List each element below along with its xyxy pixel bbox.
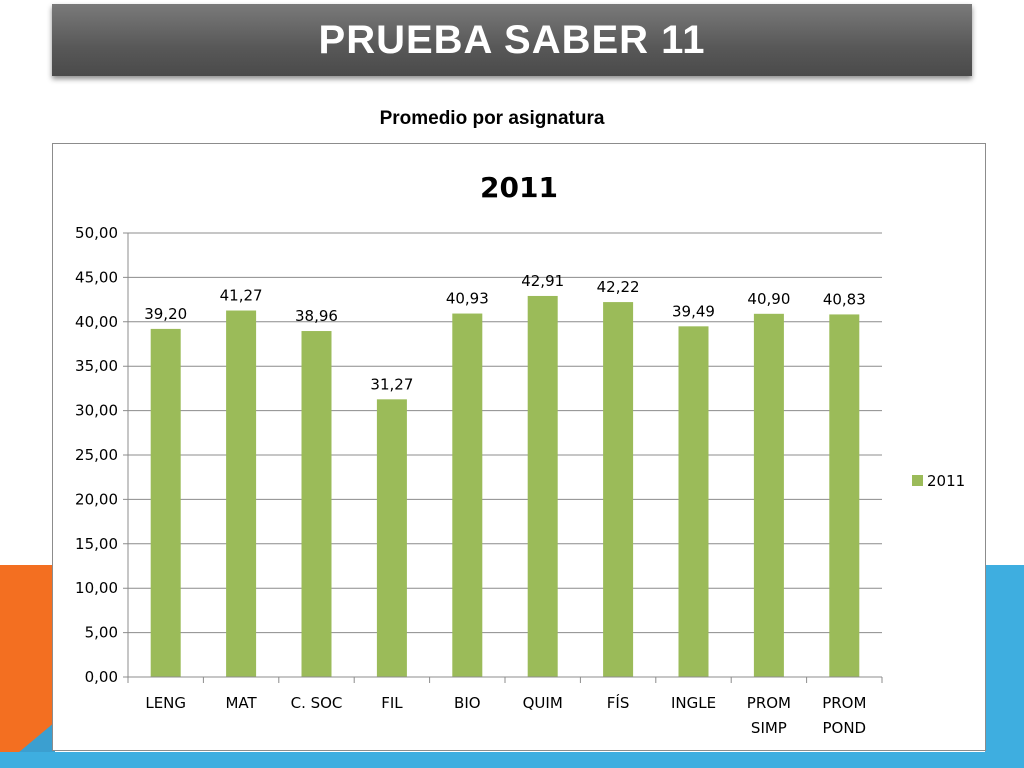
slide-title-bar: PRUEBA SABER 11 <box>52 4 972 76</box>
legend-swatch <box>912 475 923 486</box>
slide-subtitle: Promedio por asignatura <box>379 108 605 129</box>
data-label: 40,93 <box>446 290 489 308</box>
blue-right-decoration <box>985 565 1024 768</box>
y-tick-label: 15,00 <box>75 535 118 553</box>
y-tick-label: 30,00 <box>75 402 118 420</box>
x-tick-label: INGLE <box>671 694 716 712</box>
data-label: 39,49 <box>672 302 715 320</box>
bar <box>753 313 784 677</box>
x-tick-label: FIL <box>381 694 403 712</box>
y-tick-label: 10,00 <box>75 579 118 597</box>
data-label: 42,91 <box>521 272 564 290</box>
slide-title: PRUEBA SABER 11 <box>318 17 706 62</box>
x-tick-label: PROM <box>747 694 791 712</box>
data-label: 42,22 <box>597 278 640 296</box>
chart-title: 2011 <box>480 171 558 204</box>
data-label: 31,27 <box>370 375 413 393</box>
legend-label: 2011 <box>927 472 965 490</box>
legend: 2011 <box>912 472 965 490</box>
y-tick-label: 50,00 <box>75 224 118 242</box>
bar <box>301 331 332 677</box>
x-tick-label: LENG <box>145 694 186 712</box>
y-tick-label: 20,00 <box>75 490 118 508</box>
y-tick-label: 45,00 <box>75 268 118 286</box>
y-tick-label: 40,00 <box>75 313 118 331</box>
bars: 39,20 41,27 38,96 31,27 40,93 42,91 42,22 39,49… <box>144 272 866 677</box>
data-label: 39,20 <box>144 305 187 323</box>
bar <box>150 328 181 677</box>
bar <box>829 314 860 677</box>
x-axis: LENG MAT C. SOC FIL BIO QUIM FÍS INGLE PROM SIMP P… <box>127 676 883 737</box>
data-label: 38,96 <box>295 307 338 325</box>
blue-bottom-decoration <box>0 752 1024 768</box>
y-tick-label: 5,00 <box>85 624 118 642</box>
x-tick-label: MAT <box>225 694 257 712</box>
data-label: 41,27 <box>220 287 263 305</box>
data-label: 40,83 <box>823 290 866 308</box>
x-tick-label: C. SOC <box>291 694 343 712</box>
bar <box>452 313 483 677</box>
bar <box>678 326 709 677</box>
x-tick-label: SIMP <box>751 719 787 737</box>
chart-frame: 2011 0,00 5,00 10,00 15,00 20,00 25,00 30,00 35… <box>52 143 986 751</box>
bar <box>226 310 257 677</box>
x-tick-label: FÍS <box>607 693 630 712</box>
y-tick-label: 0,00 <box>85 668 118 686</box>
y-axis: 0,00 5,00 10,00 15,00 20,00 25,00 30,00 35,00 40… <box>75 224 129 686</box>
data-label: 40,90 <box>747 290 790 308</box>
x-tick-label: PROM <box>822 694 866 712</box>
x-tick-label: POND <box>822 719 866 737</box>
x-tick-label: QUIM <box>523 694 563 712</box>
bar <box>527 295 558 677</box>
y-tick-label: 35,00 <box>75 357 118 375</box>
bar <box>603 302 634 677</box>
x-tick-label: BIO <box>454 694 481 712</box>
bar-chart: 2011 0,00 5,00 10,00 15,00 20,00 25,00 30,00 35… <box>75 171 965 737</box>
y-tick-label: 25,00 <box>75 446 118 464</box>
bar <box>376 399 407 677</box>
